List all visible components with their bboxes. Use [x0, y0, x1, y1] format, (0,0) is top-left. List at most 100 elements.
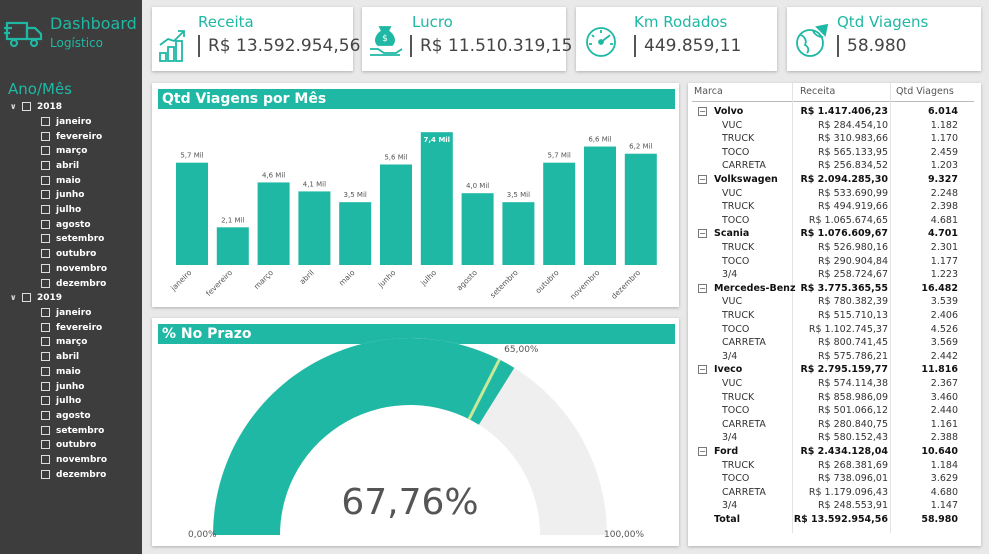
slicer-month-item[interactable]: janeiro [41, 115, 91, 129]
matrix-row[interactable]: TRUCK R$ 515.710,13 2.406 [688, 309, 981, 322]
slicer-month-item[interactable]: agosto [41, 409, 91, 423]
matrix-row[interactable]: TRUCK R$ 494.919,66 2.398 [688, 200, 981, 213]
collapse-icon[interactable]: − [698, 365, 707, 375]
slicer-month-item[interactable]: abril [41, 350, 79, 364]
checkbox[interactable] [41, 190, 50, 200]
collapse-icon[interactable]: − [698, 447, 707, 456]
matrix-header-marca[interactable]: Marca [694, 86, 723, 97]
checkbox[interactable] [41, 455, 50, 464]
checkbox[interactable] [41, 205, 50, 214]
matrix-brand-row[interactable]: − Volvo R$ 1.417.406,23 6.014 [688, 105, 981, 118]
bar-novembro[interactable] [584, 146, 616, 265]
bar-fevereiro[interactable] [216, 227, 249, 265]
matrix-brand-row[interactable]: − Mercedes-Benz R$ 3.775.365,55 16.482 [688, 282, 981, 295]
collapse-icon[interactable]: − [698, 229, 707, 239]
matrix-total-row[interactable]: Total R$ 13.592.954,56 58.980 [688, 513, 981, 526]
matrix-row[interactable]: TOCO R$ 565.133,95 2.459 [688, 146, 981, 159]
matrix-header-receita[interactable]: Receita [800, 86, 836, 97]
matrix-row[interactable]: CARRETA R$ 256.834,52 1.203 [688, 159, 981, 172]
slicer-month-item[interactable]: setembro [41, 424, 104, 438]
slicer-month-item[interactable]: maio [41, 174, 81, 188]
slicer-month-item[interactable]: fevereiro [41, 321, 102, 335]
matrix-row[interactable]: TOCO R$ 290.904,84 1.177 [688, 255, 981, 268]
slicer-month-item[interactable]: março [41, 144, 87, 158]
bar-maio[interactable] [339, 202, 372, 265]
checkbox[interactable] [41, 131, 50, 141]
slicer-month-item[interactable]: maio [41, 365, 81, 379]
checkbox[interactable] [41, 263, 50, 273]
matrix-row[interactable]: CARRETA R$ 1.179.096,43 4.680 [688, 486, 981, 499]
checkbox[interactable] [41, 337, 50, 347]
slicer-month-item[interactable]: outubro [41, 438, 96, 452]
checkbox[interactable] [41, 278, 50, 288]
slicer-month-item[interactable]: julho [41, 203, 81, 217]
checkbox[interactable] [41, 160, 50, 170]
checkbox[interactable] [41, 175, 50, 185]
slicer-month-item[interactable]: novembro [41, 453, 107, 467]
collapse-icon[interactable]: − [698, 175, 707, 184]
matrix-row[interactable]: 3/4 R$ 580.152,43 2.388 [688, 431, 981, 444]
matrix-row[interactable]: 3/4 R$ 575.786,21 2.442 [688, 350, 981, 363]
slicer-month-item[interactable]: dezembro [41, 277, 106, 291]
matrix-brand-row[interactable]: − Ford R$ 2.434.128,04 10.640 [688, 445, 981, 458]
bar-outubro[interactable] [543, 162, 576, 265]
slicer-year-2019[interactable]: ∨ 2019 [10, 291, 62, 305]
matrix-row[interactable]: TRUCK R$ 858.986,09 3.460 [688, 391, 981, 404]
matrix-header-qtd[interactable]: Qtd Viagens [896, 86, 954, 97]
slicer-month-item[interactable]: outubro [41, 247, 96, 261]
kpi-card-lucro[interactable]: $ Lucro R$ 11.510.319,15 [362, 7, 572, 71]
checkbox[interactable] [41, 234, 50, 244]
checkbox[interactable] [22, 102, 31, 111]
matrix-brand-row[interactable]: − Volkswagen R$ 2.094.285,30 9.327 [688, 173, 981, 186]
matrix-brand-row[interactable]: − Scania R$ 1.076.609,67 4.701 [688, 227, 981, 240]
slicer-month-item[interactable]: setembro [41, 232, 104, 246]
checkbox[interactable] [41, 219, 50, 229]
matrix-row[interactable]: TRUCK R$ 268.381,69 1.184 [688, 459, 981, 472]
matrix-row[interactable]: CARRETA R$ 800.741,45 3.569 [688, 336, 981, 349]
kpi-card-viagens[interactable]: Qtd Viagens 58.980 [787, 7, 981, 71]
slicer-month-item[interactable]: junho [41, 188, 85, 202]
collapse-icon[interactable]: − [698, 107, 707, 116]
checkbox[interactable] [41, 308, 50, 317]
matrix-row[interactable]: 3/4 R$ 248.553,91 1.147 [688, 499, 981, 512]
slicer-month-item[interactable]: fevereiro [41, 130, 102, 144]
slicer-month-item[interactable]: janeiro [41, 306, 91, 320]
checkbox[interactable] [41, 249, 50, 259]
slicer-month-item[interactable]: dezembro [41, 468, 106, 482]
checkbox[interactable] [41, 381, 50, 391]
checkbox[interactable] [41, 469, 50, 479]
checkbox[interactable] [22, 293, 31, 303]
slicer-month-item[interactable]: agosto [41, 218, 91, 232]
checkbox[interactable] [41, 146, 50, 156]
matrix-row[interactable]: VUC R$ 780.382,39 3.539 [688, 295, 981, 308]
bar-setembro[interactable] [502, 202, 535, 265]
slicer-month-item[interactable]: novembro [41, 262, 107, 276]
kpi-card-km[interactable]: Km Rodados 449.859,11 [576, 7, 777, 71]
matrix-row[interactable]: TOCO R$ 738.096,01 3.629 [688, 472, 981, 485]
matrix-row[interactable]: VUC R$ 574.114,38 2.367 [688, 377, 981, 390]
bar-dezembro[interactable] [624, 153, 657, 265]
matrix-row[interactable]: CARRETA R$ 280.840,75 1.161 [688, 418, 981, 431]
chevron-down-icon[interactable]: ∨ [10, 293, 17, 303]
slicer-month-item[interactable]: abril [41, 159, 79, 173]
matrix-row[interactable]: TRUCK R$ 310.983,66 1.170 [688, 132, 981, 145]
matrix-brand-row[interactable]: − Iveco R$ 2.795.159,77 11.816 [688, 363, 981, 376]
bar-agosto[interactable] [461, 193, 494, 265]
bar-abril[interactable] [298, 191, 331, 265]
bar-julho[interactable] [420, 132, 453, 265]
bar-março[interactable] [257, 182, 290, 265]
checkbox[interactable] [41, 116, 50, 126]
matrix-row[interactable]: VUC R$ 533.690,99 2.248 [688, 187, 981, 200]
checkbox[interactable] [41, 440, 50, 450]
checkbox[interactable] [41, 410, 50, 420]
matrix-row[interactable]: VUC R$ 284.454,10 1.182 [688, 119, 981, 132]
matrix-row[interactable]: TOCO R$ 1.102.745,37 4.526 [688, 323, 981, 336]
checkbox[interactable] [41, 322, 50, 332]
checkbox[interactable] [41, 352, 50, 362]
checkbox[interactable] [41, 425, 50, 435]
slicer-month-item[interactable]: março [41, 335, 87, 349]
matrix-row[interactable]: 3/4 R$ 258.724,67 1.223 [688, 268, 981, 281]
bar-junho[interactable] [380, 164, 412, 265]
matrix-row[interactable]: TOCO R$ 501.066,12 2.440 [688, 404, 981, 417]
checkbox[interactable] [41, 396, 50, 406]
